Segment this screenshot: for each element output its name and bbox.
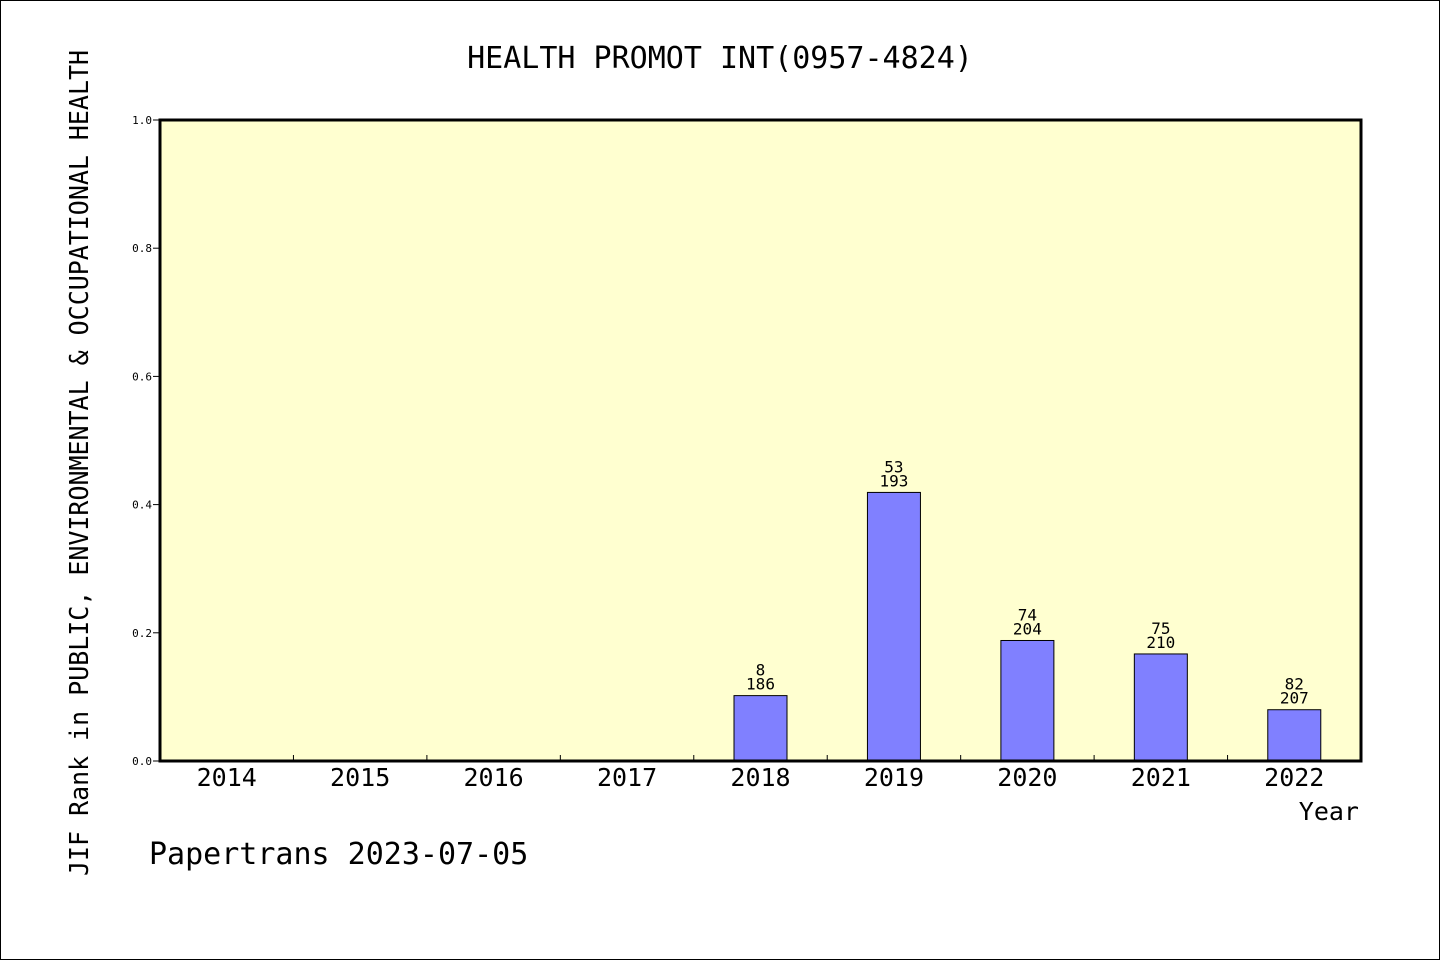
x-axis: 2014 2015 2016 2017 2018 2019 2020 2021 2022 [197,755,1324,792]
y-tick-label: 0.6 [132,370,152,383]
x-tick-label: 2015 [330,763,390,792]
bar-2021 [1133,653,1188,762]
y-tick-label: 0.4 [132,499,152,512]
bar-total-label: 186 [746,675,775,694]
x-tick-label: 2017 [597,763,657,792]
x-tick-label: 2019 [864,763,924,792]
y-axis-label: JIF Rank in PUBLIC, ENVIRONMENTAL & OCCU… [65,50,95,876]
chart-title: HEALTH PROMOT INT(0957-4824) [467,41,973,76]
x-tick-label: 2022 [1264,763,1324,792]
bar-2022 [1267,709,1322,762]
x-tick-label: 2018 [730,763,790,792]
bars [733,491,1322,762]
bar-rank-label: 53 [884,457,903,476]
bar-2020 [1000,639,1055,762]
x-axis-label: Year [1299,797,1359,826]
bar-rank-label: 8 [756,661,766,680]
y-tick-label: 0.2 [132,627,152,640]
x-tick-label: 2014 [197,763,257,792]
y-tick-label: 0.0 [132,755,152,768]
bar-rank-label: 74 [1018,605,1037,624]
y-axis: 0.0 0.2 0.4 0.6 0.8 1.0 [132,114,160,768]
bar-total-label: 210 [1146,633,1175,652]
bar-total-label: 207 [1280,689,1309,708]
bar-2019 [866,491,921,762]
bar-total-label: 204 [1013,619,1042,638]
y-tick-label: 0.8 [132,242,152,255]
bar-2018 [733,695,788,762]
bar-total-label: 193 [879,471,908,490]
plot-border [158,118,1363,763]
y-tick-label: 1.0 [132,114,152,127]
bar-rank-label: 75 [1151,619,1170,638]
x-tick-label: 2020 [997,763,1057,792]
footer-credit: Papertrans 2023-07-05 [149,837,528,872]
x-tick-label: 2016 [464,763,524,792]
bar-rank-label: 82 [1285,675,1304,694]
x-tick-label: 2021 [1131,763,1191,792]
